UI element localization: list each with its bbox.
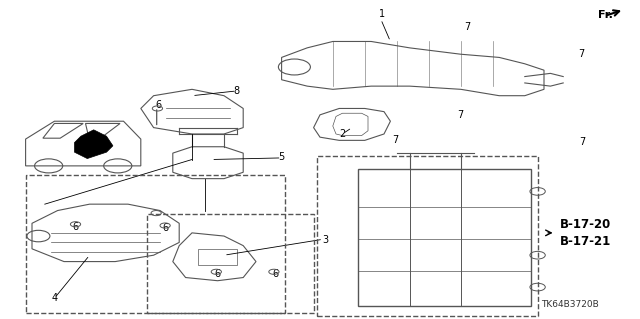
Text: 6: 6 bbox=[162, 223, 168, 234]
Text: 6: 6 bbox=[214, 269, 221, 279]
Text: 7: 7 bbox=[392, 135, 398, 145]
Polygon shape bbox=[74, 130, 113, 159]
Text: 6: 6 bbox=[156, 100, 162, 110]
Text: 2: 2 bbox=[339, 129, 346, 139]
Text: 7: 7 bbox=[464, 22, 470, 32]
Text: 4: 4 bbox=[51, 293, 58, 303]
Text: 7: 7 bbox=[578, 49, 584, 59]
Text: B-17-20
B-17-21: B-17-20 B-17-21 bbox=[560, 218, 611, 248]
Text: 8: 8 bbox=[234, 86, 240, 96]
Text: 1: 1 bbox=[379, 9, 385, 19]
Text: 7: 7 bbox=[458, 110, 464, 120]
Text: 5: 5 bbox=[278, 152, 285, 162]
Text: 6: 6 bbox=[272, 269, 278, 279]
Text: TK64B3720B: TK64B3720B bbox=[541, 300, 598, 309]
Text: Fr.: Fr. bbox=[598, 10, 612, 20]
Text: 7: 7 bbox=[579, 137, 586, 147]
Text: 6: 6 bbox=[72, 222, 79, 232]
Text: 3: 3 bbox=[322, 235, 328, 245]
